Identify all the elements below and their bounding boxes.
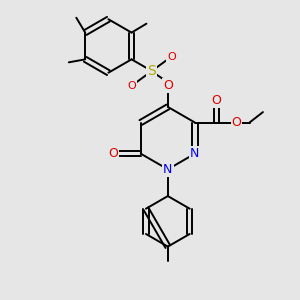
Text: O: O — [163, 79, 173, 92]
Text: O: O — [211, 94, 221, 107]
Text: O: O — [232, 116, 242, 129]
Text: S: S — [147, 64, 156, 78]
Text: N: N — [190, 147, 200, 160]
Text: O: O — [167, 52, 176, 62]
Text: O: O — [108, 147, 118, 160]
Text: O: O — [127, 80, 136, 91]
Text: N: N — [163, 163, 172, 176]
